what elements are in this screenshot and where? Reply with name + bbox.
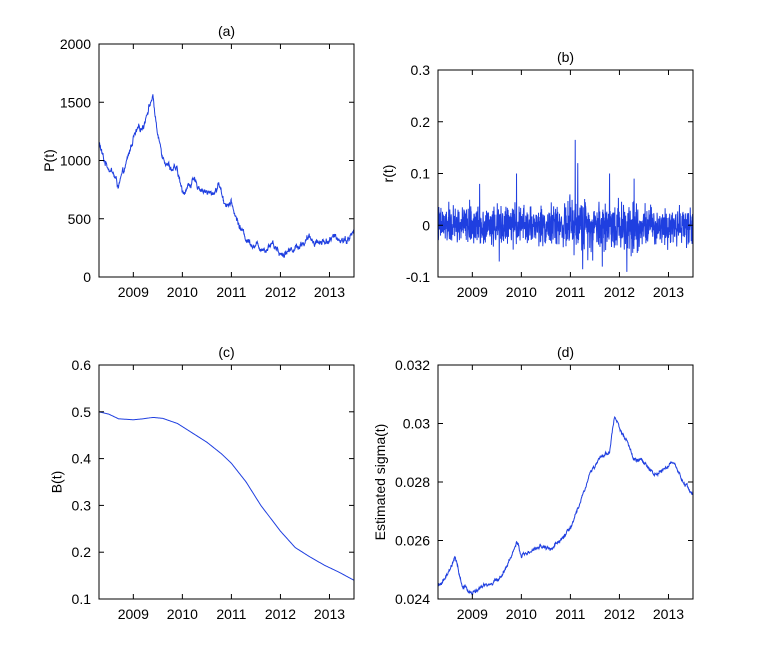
y-tick-label-a: 500 [68,211,92,227]
y-tick-label-d: 0.024 [395,591,430,607]
y-tick-label-a: 1000 [60,153,91,169]
x-tick-label-a: 2012 [265,284,296,300]
y-tick-label-c: 0.5 [72,404,92,420]
x-tick-label-a: 2009 [118,284,149,300]
x-tick-label-d: 2010 [506,606,537,622]
panel-d-sigma-chart: 2009 2010 2011 2012 2013 0.024 0.026 0.028 0.03 0… [372,344,694,622]
x-tick-label-d: 2009 [457,606,488,622]
x-tick-label-d: 2012 [604,606,635,622]
y-tick-label-b: -0.1 [406,269,430,285]
x-tick-label-d: 2013 [653,606,684,622]
y-tick-label-b: 0.3 [411,62,431,78]
y-axis-label-a: P(t) [41,149,57,172]
x-tick-label-a: 2013 [314,284,345,300]
x-tick-label-c: 2009 [118,606,149,622]
x-tick-label-c: 2012 [265,606,296,622]
y-tick-label-b: 0.2 [411,114,431,130]
x-tick-label-a: 2010 [167,284,198,300]
panel-a-price-chart: 2009 2010 2011 2012 2013 0 500 1000 1500 2000 (a) P… [41,23,355,300]
y-tick-label-a: 1500 [60,94,91,110]
y-tick-label-d: 0.028 [395,474,430,490]
panel-b-returns-chart: 2009 2010 2011 2012 2013 -0.1 0 0.1 0.2 0.3 (b) r(t… [380,49,694,300]
y-tick-label-c: 0.3 [72,497,92,513]
panel-title-d: (d) [557,344,574,360]
y-tick-label-a: 2000 [60,36,91,52]
y-tick-label-c: 0.4 [72,451,92,467]
x-tick-label-b: 2013 [653,284,684,300]
panel-title-c: (c) [218,344,234,360]
y-tick-label-c: 0.1 [72,591,92,607]
x-tick-label-b: 2012 [604,284,635,300]
panel-c-b-chart: 2009 2010 2011 2012 2013 0.1 0.2 0.3 0.4 0.5 0.6 (c… [49,344,355,622]
x-tick-label-b: 2009 [457,284,488,300]
y-tick-label-b: 0 [422,217,430,233]
x-tick-label-a: 2011 [216,284,246,300]
y-tick-label-d: 0.026 [395,533,430,549]
y-axis-label-d: Estimated sigma(t) [372,424,388,541]
y-tick-label-d: 0.03 [403,416,430,432]
series-line-a [99,94,354,258]
x-tick-label-d: 2011 [555,606,585,622]
y-axis-label-b: r(t) [380,165,396,183]
y-tick-label-d: 0.032 [395,357,430,373]
y-tick-label-c: 0.6 [72,357,92,373]
x-tick-label-b: 2010 [506,284,537,300]
y-axis-label-c: B(t) [49,471,65,494]
y-tick-label-b: 0.1 [411,166,431,182]
y-tick-label-c: 0.2 [72,544,92,560]
series-line-c [99,411,354,581]
x-tick-label-c: 2013 [314,606,345,622]
series-line-b [438,139,693,272]
x-tick-label-c: 2011 [216,606,246,622]
plot-frame-c [98,364,355,600]
series-line-d [438,415,693,596]
plot-frame-d [437,364,694,600]
x-tick-label-c: 2010 [167,606,198,622]
panel-title-b: (b) [557,49,574,65]
panel-title-a: (a) [218,23,235,39]
y-tick-label-a: 0 [83,269,91,285]
x-tick-label-b: 2011 [555,284,585,300]
